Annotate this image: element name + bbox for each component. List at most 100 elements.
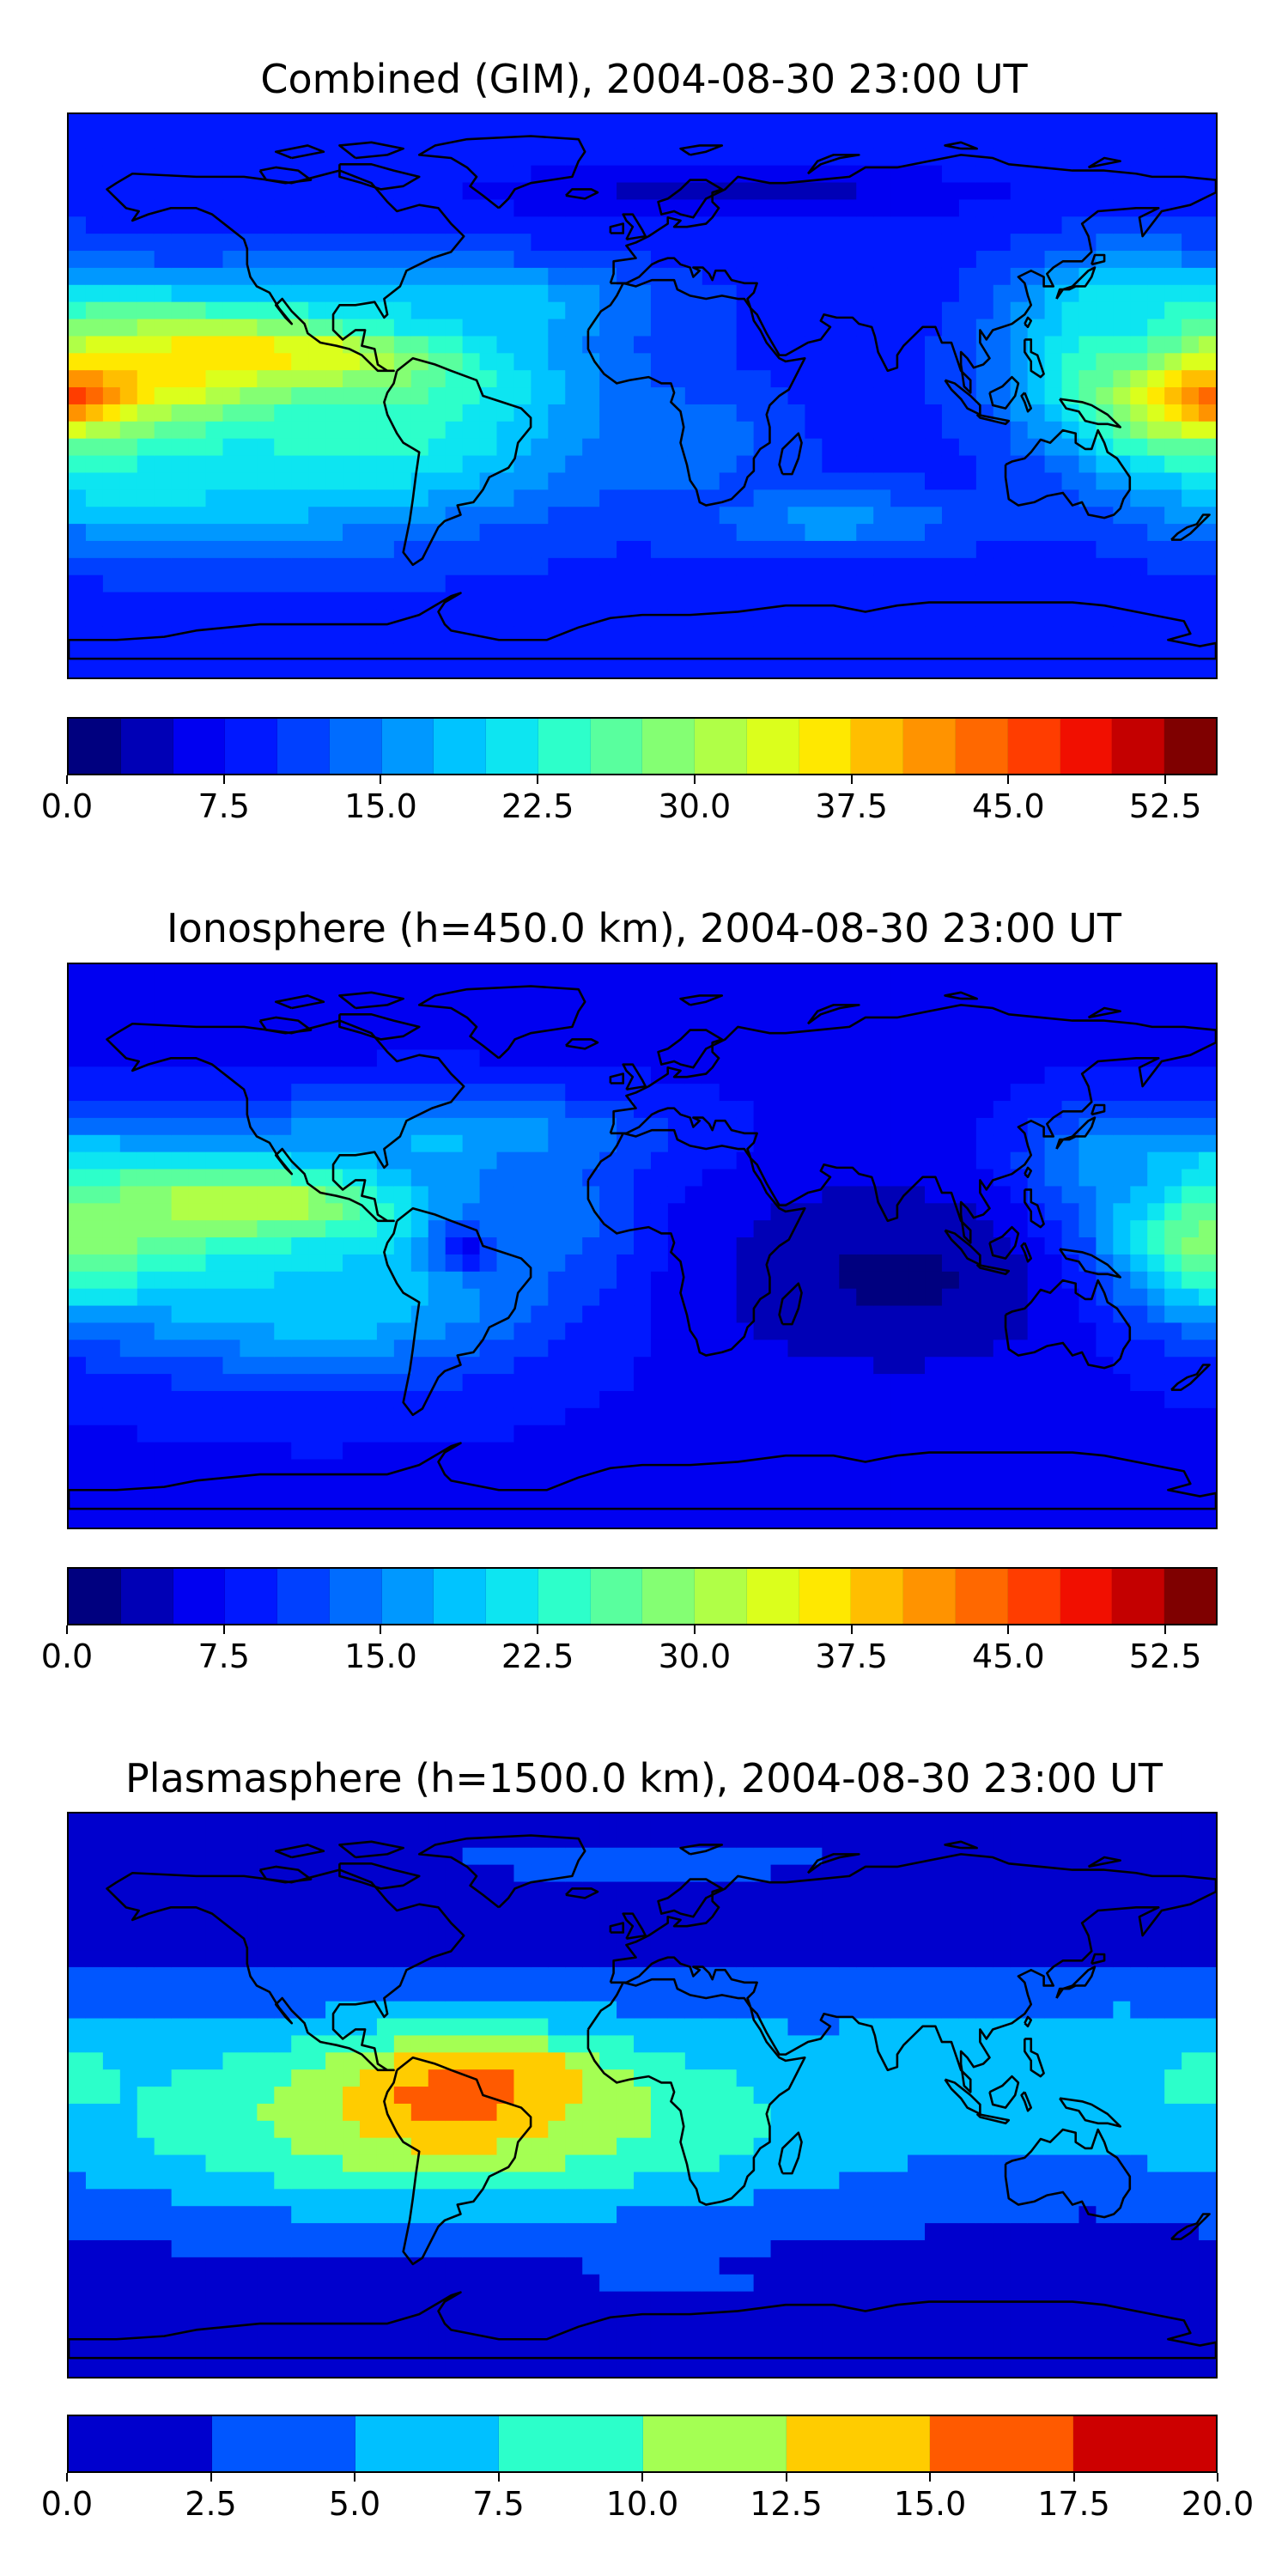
coastline — [778, 432, 803, 476]
colorbar-tick-label: 15.0 — [344, 1637, 417, 1675]
colorbar-tick — [537, 1625, 539, 1634]
coastline — [69, 1442, 1216, 1510]
coastline — [806, 154, 860, 175]
colorbar-segment — [538, 719, 591, 774]
coastline — [1170, 1364, 1211, 1391]
colorbar-tick-label: 22.5 — [501, 1637, 574, 1675]
panel-title-ionosphere: Ionosphere (h=450.0 km), 2004-08-30 23:0… — [167, 905, 1121, 951]
colorbar-tick — [497, 2473, 500, 2482]
colorbar-segment — [69, 719, 121, 774]
colorbar-ticks-combined: 0.0 7.5 15.0 22.5 30.0 37.5 45.0 52.5 — [41, 775, 1218, 827]
coastline — [274, 1844, 325, 1859]
colorbar-ionosphere — [67, 1567, 1218, 1625]
colorbar-plasmasphere — [67, 2415, 1218, 2473]
colorbar-tick — [354, 2473, 355, 2482]
colorbar-tick — [222, 1625, 225, 1634]
colorbar-tick — [380, 1625, 382, 1634]
colorbar-segment — [903, 1569, 957, 1624]
colorbar-tick-label: 7.5 — [472, 2485, 525, 2523]
colorbar-segment — [799, 719, 852, 774]
coastline — [1024, 1166, 1033, 1179]
colorbar-tick-label: 0.0 — [40, 787, 94, 825]
colorbar-segment — [173, 1569, 226, 1624]
coastline — [944, 991, 978, 1000]
colorbar-tick — [222, 775, 225, 784]
coastline — [1024, 1188, 1045, 1229]
colorbar-tick — [66, 1625, 68, 1634]
colorbar-segment — [120, 719, 173, 774]
coastline — [609, 1004, 1216, 1244]
colorbar-segment — [1060, 1569, 1113, 1624]
colorbar-segment — [381, 719, 434, 774]
coastline — [586, 1128, 806, 1357]
coastline — [806, 1853, 860, 1874]
coastline — [1087, 156, 1121, 169]
coastline — [1170, 513, 1211, 541]
coastline — [609, 222, 625, 234]
colorbar-tick — [850, 1625, 853, 1634]
colorbar-segment — [212, 2416, 356, 2471]
coastline — [274, 994, 325, 1010]
coastline — [338, 1013, 421, 1041]
colorbar-segment — [695, 719, 747, 774]
coastline — [944, 141, 978, 150]
colorbar-ticks-ionosphere: 0.0 7.5 15.0 22.5 30.0 37.5 45.0 52.5 — [41, 1625, 1218, 1677]
colorbar-tick-label: 52.5 — [1128, 787, 1202, 825]
colorbar-tick-label: 7.5 — [197, 787, 250, 825]
coastline — [1091, 253, 1106, 266]
coastline — [258, 1865, 313, 1884]
colorbar-tick — [1217, 2473, 1218, 2482]
coastline — [586, 278, 806, 507]
colorbar-tick — [641, 2473, 643, 2482]
coastline — [988, 2075, 1020, 2109]
coastline — [417, 985, 586, 1060]
colorbar-segment — [1060, 719, 1113, 774]
coastline — [988, 1225, 1020, 1260]
coastline — [1004, 2128, 1132, 2219]
coastline — [1004, 428, 1132, 519]
coastline — [778, 1282, 803, 1326]
colorbar-segment — [1112, 719, 1165, 774]
colorbar-tick-label: 52.5 — [1128, 1637, 1202, 1675]
coastline — [274, 144, 325, 160]
coastline — [338, 141, 404, 160]
colorbar-ticks-plasmasphere: 0.0 2.5 5.0 7.5 10.0 12.5 15.0 17.5 20.0 — [41, 2473, 1254, 2524]
colorbar-tick-label: 17.5 — [1037, 2485, 1110, 2523]
colorbar-tick — [380, 775, 382, 784]
coastline — [1059, 2097, 1121, 2128]
coastline — [565, 1038, 599, 1050]
colorbar-tick — [210, 2473, 212, 2482]
coastline — [417, 135, 586, 210]
colorbar-tick-label: 22.5 — [501, 787, 574, 825]
colorbar-segment — [69, 2416, 213, 2471]
colorbar-segment — [956, 1569, 1008, 1624]
colorbar-tick-label: 37.5 — [815, 1637, 888, 1675]
colorbar-segment — [1072, 2416, 1216, 2471]
coastline — [622, 1912, 647, 1941]
coastline — [622, 1063, 647, 1091]
colorbar-combined — [67, 717, 1218, 775]
coastline — [1170, 2213, 1211, 2240]
coastline — [69, 2291, 1216, 2360]
colorbar-tick-label: 20.0 — [1181, 2485, 1255, 2523]
coastline — [417, 1834, 586, 1909]
map-svg-combined — [69, 114, 1216, 677]
colorbar-tick-label: 37.5 — [815, 787, 888, 825]
coastline — [338, 163, 421, 191]
colorbar-segment — [434, 719, 487, 774]
colorbar-segment — [642, 2416, 787, 2471]
coastline — [258, 166, 313, 185]
colorbar-tick-label: 10.0 — [605, 2485, 679, 2523]
colorbar-tick — [1164, 775, 1167, 784]
colorbar-tick — [1164, 1625, 1167, 1634]
coastline — [1059, 398, 1121, 428]
colorbar-segment — [956, 719, 1008, 774]
colorbar-tick-label: 7.5 — [197, 1637, 250, 1675]
colorbar-segment — [329, 719, 382, 774]
coastline — [258, 1016, 313, 1035]
colorbar-tick — [1072, 2473, 1075, 2482]
colorbar-segment — [499, 2416, 643, 2471]
colorbar-tick-label: 12.5 — [750, 2485, 823, 2523]
coastline — [1055, 1965, 1097, 1999]
coastline — [1087, 1856, 1121, 1868]
